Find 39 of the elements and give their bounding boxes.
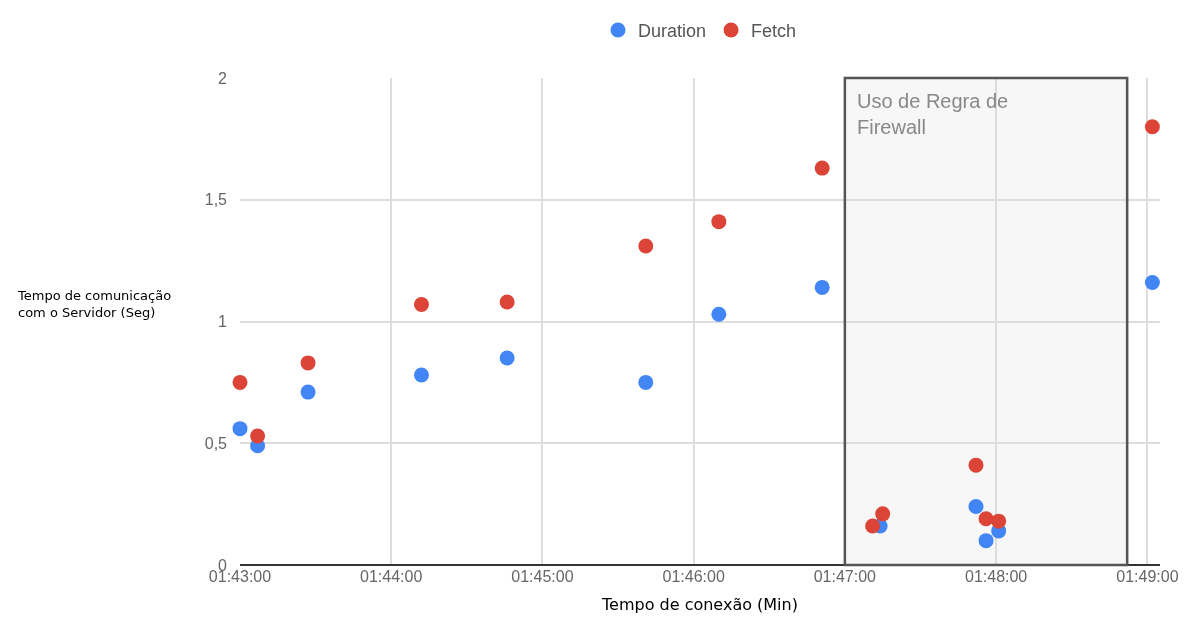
point [638, 238, 654, 254]
point [1144, 275, 1160, 291]
point [1144, 119, 1160, 135]
point [300, 355, 316, 371]
x-tick-label: 01:45:00 [511, 568, 574, 585]
y-tick-label: 2 [218, 69, 228, 87]
y-tick-label: 1,5 [204, 191, 228, 209]
y-tick-label: 1 [218, 313, 228, 331]
point [875, 506, 891, 522]
point [711, 306, 727, 322]
point [968, 499, 984, 515]
x-tick-label: 01:47:00 [813, 568, 877, 585]
y-tick-label: 0,5 [204, 434, 228, 452]
x-tick-label: 01:49:00 [1116, 568, 1179, 585]
point [711, 214, 727, 230]
x-tick-label: 01:44:00 [360, 568, 423, 585]
point [865, 518, 881, 534]
point [232, 374, 248, 390]
x-tick-label: 01:48:00 [964, 568, 1028, 585]
y-axis-title: Tempo de comunicação com o Servidor (Seg) [17, 288, 172, 320]
point [413, 367, 429, 383]
point [499, 350, 515, 366]
point [232, 421, 248, 437]
point [814, 160, 830, 176]
point [978, 511, 994, 527]
point [413, 296, 429, 312]
point [814, 279, 830, 295]
x-axis-title: Tempo de conexão (Min) [601, 594, 798, 614]
point [499, 294, 515, 310]
point [968, 457, 984, 473]
point [300, 384, 316, 400]
legend-label: Fetch [751, 21, 797, 41]
point [991, 513, 1007, 529]
x-tick-label: 01:46:00 [662, 568, 725, 585]
point [250, 428, 266, 444]
point [638, 374, 654, 390]
legend-label: Duration [638, 21, 707, 41]
band-label: Uso de Regra de Firewall [857, 90, 1009, 138]
point [978, 533, 994, 549]
